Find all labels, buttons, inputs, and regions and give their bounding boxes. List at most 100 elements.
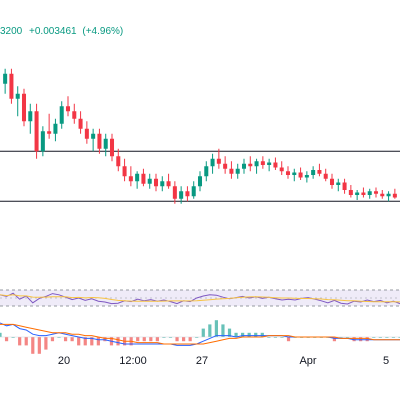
candle-body — [373, 191, 379, 194]
candle-body — [59, 106, 64, 124]
macd-histogram-bar — [286, 337, 291, 342]
time-axis-label: 12:00 — [119, 355, 147, 367]
candle-body — [141, 173, 146, 184]
candle-body — [28, 111, 33, 122]
candle-body — [21, 93, 27, 122]
candle-body — [3, 73, 8, 84]
candle-body — [380, 193, 385, 197]
candle-body — [197, 176, 203, 187]
macd-histogram-bar — [195, 337, 199, 338]
candle-body — [361, 192, 366, 195]
candle-body — [355, 192, 360, 195]
candle-body — [367, 191, 372, 195]
candle-body — [78, 118, 83, 129]
candle-body — [392, 193, 397, 198]
candle-body — [97, 133, 102, 149]
macd-histogram-bar — [398, 337, 400, 338]
macd-histogram-bar — [50, 337, 55, 342]
macd-histogram-bar — [247, 332, 251, 337]
macd-histogram-bar — [57, 337, 61, 338]
candle-body — [298, 172, 303, 178]
candle-body — [91, 133, 96, 139]
candle-body — [329, 178, 335, 185]
candle-body — [65, 106, 71, 112]
candle-body — [223, 163, 228, 169]
change-percent: (+4.96%) — [82, 26, 124, 37]
rsi-line — [0, 292, 400, 305]
macd-histogram-bar — [149, 337, 153, 342]
macd-histogram-bar — [378, 337, 382, 338]
time-axis-label: 20 — [57, 355, 71, 367]
candle-body — [273, 162, 278, 168]
macd-histogram-bar — [359, 337, 363, 342]
macd-histogram-bar — [260, 332, 264, 337]
time-axis-label: Apr — [299, 355, 317, 367]
macd-histogram-bar — [267, 337, 271, 338]
macd-histogram-bar — [372, 337, 376, 338]
macd-histogram-bar — [208, 324, 212, 337]
macd-histogram-bar — [273, 337, 278, 338]
time-axis-label: 27 — [195, 355, 209, 367]
macd-histogram-bar — [345, 337, 350, 338]
last-price-fragment: 3200 — [0, 26, 23, 37]
macd-histogram-bar — [352, 337, 356, 342]
macd-histogram-bar — [0, 332, 2, 337]
candle-body — [185, 191, 190, 197]
time-axis-label: 5 — [382, 355, 390, 367]
candle-body — [147, 178, 152, 184]
candle-body — [47, 131, 52, 134]
macd-histogram-bar — [63, 337, 68, 342]
macd-histogram-bar — [385, 337, 389, 338]
candle-body — [248, 163, 253, 167]
candle-body — [336, 182, 341, 185]
candle-body — [9, 73, 14, 99]
candle-body — [317, 170, 322, 174]
candle-body — [292, 172, 297, 175]
candle-body — [304, 175, 309, 178]
candle-body — [109, 138, 115, 157]
macd-signal-line — [0, 323, 400, 345]
macd-histogram-bar — [24, 337, 28, 346]
rsi-ma-line — [0, 294, 400, 303]
macd-histogram-bar — [175, 337, 179, 342]
time-axis[interactable]: 20 12:00 27 Apr 5 — [0, 352, 400, 370]
candle-body — [53, 123, 58, 134]
candle-body — [254, 161, 259, 167]
macd-histogram-bar — [162, 337, 166, 338]
macd-histogram-bar — [280, 337, 284, 338]
candle-body — [191, 186, 196, 197]
candle-body — [386, 193, 391, 197]
macd-histogram-bar — [365, 337, 369, 342]
candle-body — [204, 166, 209, 177]
candle-body — [153, 178, 159, 187]
candle-body — [34, 111, 39, 152]
macd-histogram-bar — [83, 337, 87, 346]
macd-histogram-bar — [11, 337, 15, 338]
candle-body — [235, 168, 240, 174]
macd-histogram-bar — [18, 337, 22, 346]
candle-body — [15, 93, 20, 99]
candle-body — [166, 181, 171, 187]
macd-histogram-bar — [4, 337, 9, 342]
macd-histogram-bar — [37, 337, 41, 354]
macd-histogram-bar — [70, 337, 74, 342]
candle-body — [348, 190, 353, 195]
candle-body — [103, 138, 108, 149]
macd-histogram-bar — [188, 337, 192, 342]
macd-histogram-bar — [241, 332, 245, 337]
candle-body — [72, 111, 77, 119]
macd-histogram-bar — [116, 337, 120, 346]
candle-body — [267, 162, 272, 165]
macd-histogram-bar — [254, 332, 258, 337]
candle-body — [179, 191, 184, 199]
macd-histogram-bar — [142, 337, 146, 342]
macd-histogram-bar — [96, 337, 100, 346]
macd-histogram-bar — [155, 337, 159, 342]
macd-histogram-bar — [201, 328, 205, 337]
candle-body — [311, 170, 316, 175]
candle-body — [216, 158, 221, 164]
macd-histogram-bar — [221, 324, 225, 337]
candle-body — [122, 166, 127, 177]
